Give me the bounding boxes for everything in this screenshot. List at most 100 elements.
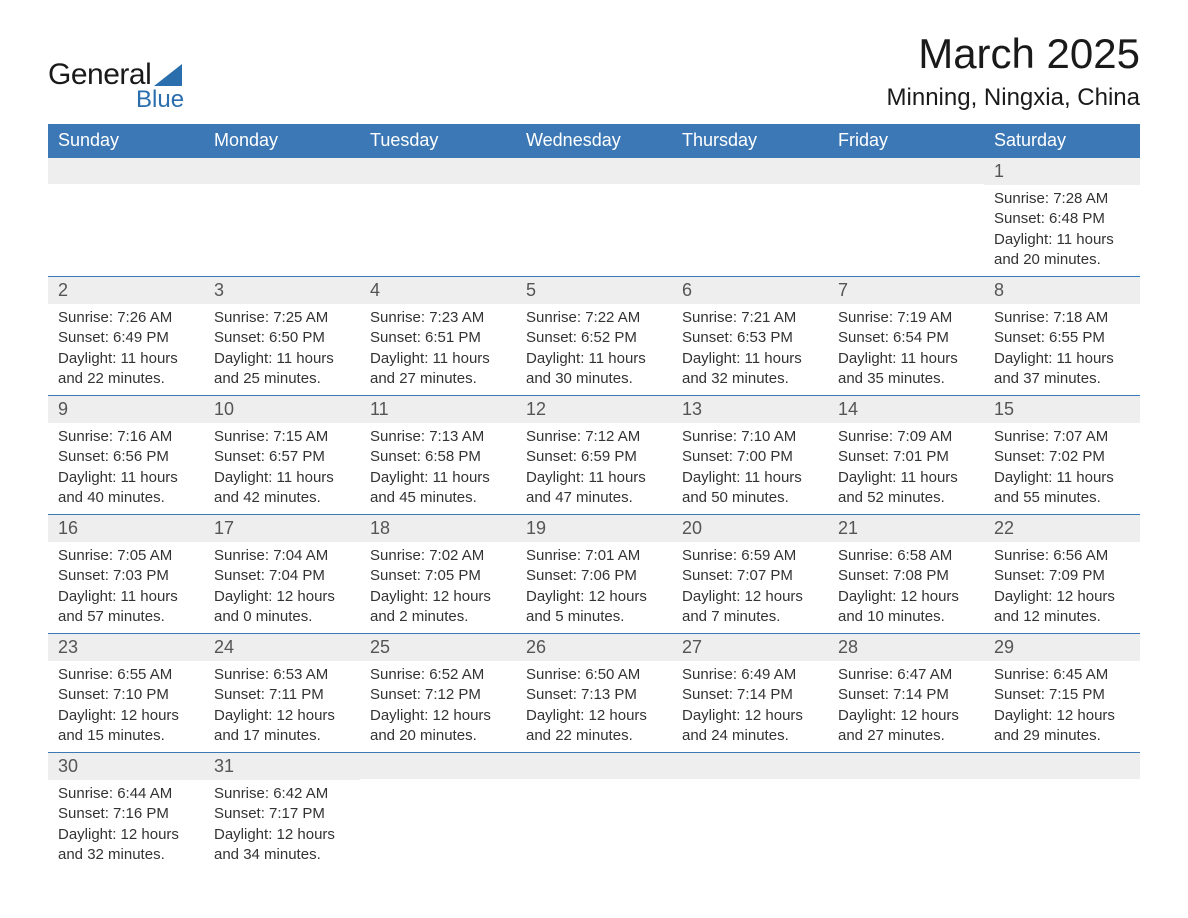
daylight1-text: Daylight: 12 hours xyxy=(58,825,194,845)
day-details: Sunrise: 7:12 AMSunset: 6:59 PMDaylight:… xyxy=(516,423,672,514)
day-details: Sunrise: 7:25 AMSunset: 6:50 PMDaylight:… xyxy=(204,304,360,395)
daylight2-text: and 50 minutes. xyxy=(682,488,818,508)
day-number xyxy=(672,158,828,184)
sunrise-text: Sunrise: 6:58 AM xyxy=(838,546,974,566)
day-number: 7 xyxy=(828,277,984,304)
sunrise-text: Sunrise: 7:23 AM xyxy=(370,308,506,328)
sunrise-text: Sunrise: 7:16 AM xyxy=(58,427,194,447)
sunrise-text: Sunrise: 6:50 AM xyxy=(526,665,662,685)
day-number: 10 xyxy=(204,396,360,423)
sunrise-text: Sunrise: 6:55 AM xyxy=(58,665,194,685)
daylight2-text: and 52 minutes. xyxy=(838,488,974,508)
sunrise-text: Sunrise: 7:26 AM xyxy=(58,308,194,328)
day-cell: 10Sunrise: 7:15 AMSunset: 6:57 PMDayligh… xyxy=(204,396,360,515)
day-cell: 19Sunrise: 7:01 AMSunset: 7:06 PMDayligh… xyxy=(516,515,672,634)
daylight2-text: and 35 minutes. xyxy=(838,369,974,389)
day-number: 26 xyxy=(516,634,672,661)
sunrise-text: Sunrise: 6:53 AM xyxy=(214,665,350,685)
day-details: Sunrise: 7:05 AMSunset: 7:03 PMDaylight:… xyxy=(48,542,204,633)
day-number: 14 xyxy=(828,396,984,423)
sunrise-text: Sunrise: 7:15 AM xyxy=(214,427,350,447)
day-details: Sunrise: 6:59 AMSunset: 7:07 PMDaylight:… xyxy=(672,542,828,633)
day-number xyxy=(984,753,1140,779)
daylight2-text: and 57 minutes. xyxy=(58,607,194,627)
day-number: 18 xyxy=(360,515,516,542)
day-number xyxy=(48,158,204,184)
sunset-text: Sunset: 7:10 PM xyxy=(58,685,194,705)
daylight2-text: and 20 minutes. xyxy=(370,726,506,746)
sunrise-text: Sunrise: 6:44 AM xyxy=(58,784,194,804)
daylight2-text: and 37 minutes. xyxy=(994,369,1130,389)
day-cell: 22Sunrise: 6:56 AMSunset: 7:09 PMDayligh… xyxy=(984,515,1140,634)
day-number: 21 xyxy=(828,515,984,542)
daylight2-text: and 47 minutes. xyxy=(526,488,662,508)
day-number: 25 xyxy=(360,634,516,661)
day-number xyxy=(360,753,516,779)
daylight1-text: Daylight: 12 hours xyxy=(526,587,662,607)
day-number: 28 xyxy=(828,634,984,661)
daylight1-text: Daylight: 12 hours xyxy=(838,587,974,607)
sunset-text: Sunset: 7:07 PM xyxy=(682,566,818,586)
day-cell: 4Sunrise: 7:23 AMSunset: 6:51 PMDaylight… xyxy=(360,277,516,396)
sunset-text: Sunset: 7:04 PM xyxy=(214,566,350,586)
daylight1-text: Daylight: 12 hours xyxy=(994,587,1130,607)
day-details: Sunrise: 7:07 AMSunset: 7:02 PMDaylight:… xyxy=(984,423,1140,514)
daylight1-text: Daylight: 12 hours xyxy=(214,706,350,726)
daylight1-text: Daylight: 11 hours xyxy=(58,468,194,488)
daylight1-text: Daylight: 11 hours xyxy=(58,587,194,607)
day-number xyxy=(516,158,672,184)
daylight1-text: Daylight: 11 hours xyxy=(682,349,818,369)
day-cell xyxy=(984,753,1140,872)
day-details: Sunrise: 7:26 AMSunset: 6:49 PMDaylight:… xyxy=(48,304,204,395)
sunrise-text: Sunrise: 7:10 AM xyxy=(682,427,818,447)
day-cell: 25Sunrise: 6:52 AMSunset: 7:12 PMDayligh… xyxy=(360,634,516,753)
sunset-text: Sunset: 7:16 PM xyxy=(58,804,194,824)
day-details: Sunrise: 6:58 AMSunset: 7:08 PMDaylight:… xyxy=(828,542,984,633)
day-cell xyxy=(672,753,828,872)
day-number: 2 xyxy=(48,277,204,304)
sunset-text: Sunset: 7:11 PM xyxy=(214,685,350,705)
sunset-text: Sunset: 7:09 PM xyxy=(994,566,1130,586)
sunset-text: Sunset: 6:52 PM xyxy=(526,328,662,348)
day-details: Sunrise: 6:49 AMSunset: 7:14 PMDaylight:… xyxy=(672,661,828,752)
daylight2-text: and 42 minutes. xyxy=(214,488,350,508)
day-number: 19 xyxy=(516,515,672,542)
day-cell: 5Sunrise: 7:22 AMSunset: 6:52 PMDaylight… xyxy=(516,277,672,396)
daylight2-text: and 22 minutes. xyxy=(58,369,194,389)
daylight1-text: Daylight: 11 hours xyxy=(994,349,1130,369)
day-number: 23 xyxy=(48,634,204,661)
daylight1-text: Daylight: 12 hours xyxy=(682,587,818,607)
day-details: Sunrise: 7:02 AMSunset: 7:05 PMDaylight:… xyxy=(360,542,516,633)
day-cell: 13Sunrise: 7:10 AMSunset: 7:00 PMDayligh… xyxy=(672,396,828,515)
day-number: 30 xyxy=(48,753,204,780)
week-row: 1Sunrise: 7:28 AMSunset: 6:48 PMDaylight… xyxy=(48,158,1140,277)
daylight1-text: Daylight: 12 hours xyxy=(526,706,662,726)
day-cell: 12Sunrise: 7:12 AMSunset: 6:59 PMDayligh… xyxy=(516,396,672,515)
day-cell: 23Sunrise: 6:55 AMSunset: 7:10 PMDayligh… xyxy=(48,634,204,753)
day-details: Sunrise: 6:53 AMSunset: 7:11 PMDaylight:… xyxy=(204,661,360,752)
day-details: Sunrise: 6:47 AMSunset: 7:14 PMDaylight:… xyxy=(828,661,984,752)
week-row: 30Sunrise: 6:44 AMSunset: 7:16 PMDayligh… xyxy=(48,753,1140,872)
sunset-text: Sunset: 7:03 PM xyxy=(58,566,194,586)
daylight1-text: Daylight: 11 hours xyxy=(58,349,194,369)
week-row: 9Sunrise: 7:16 AMSunset: 6:56 PMDaylight… xyxy=(48,396,1140,515)
day-number: 5 xyxy=(516,277,672,304)
logo: General Blue xyxy=(48,58,184,114)
day-details: Sunrise: 6:44 AMSunset: 7:16 PMDaylight:… xyxy=(48,780,204,871)
sunrise-text: Sunrise: 6:42 AM xyxy=(214,784,350,804)
sunset-text: Sunset: 7:14 PM xyxy=(682,685,818,705)
sunrise-text: Sunrise: 7:21 AM xyxy=(682,308,818,328)
sunrise-text: Sunrise: 6:59 AM xyxy=(682,546,818,566)
day-details: Sunrise: 6:52 AMSunset: 7:12 PMDaylight:… xyxy=(360,661,516,752)
day-number xyxy=(360,158,516,184)
day-number: 13 xyxy=(672,396,828,423)
day-cell: 1Sunrise: 7:28 AMSunset: 6:48 PMDaylight… xyxy=(984,158,1140,277)
day-details: Sunrise: 7:09 AMSunset: 7:01 PMDaylight:… xyxy=(828,423,984,514)
day-cell: 3Sunrise: 7:25 AMSunset: 6:50 PMDaylight… xyxy=(204,277,360,396)
sunset-text: Sunset: 7:13 PM xyxy=(526,685,662,705)
sunset-text: Sunset: 7:12 PM xyxy=(370,685,506,705)
sunrise-text: Sunrise: 7:07 AM xyxy=(994,427,1130,447)
calendar-table: Sunday Monday Tuesday Wednesday Thursday… xyxy=(48,124,1140,871)
sunset-text: Sunset: 6:58 PM xyxy=(370,447,506,467)
daylight2-text: and 2 minutes. xyxy=(370,607,506,627)
